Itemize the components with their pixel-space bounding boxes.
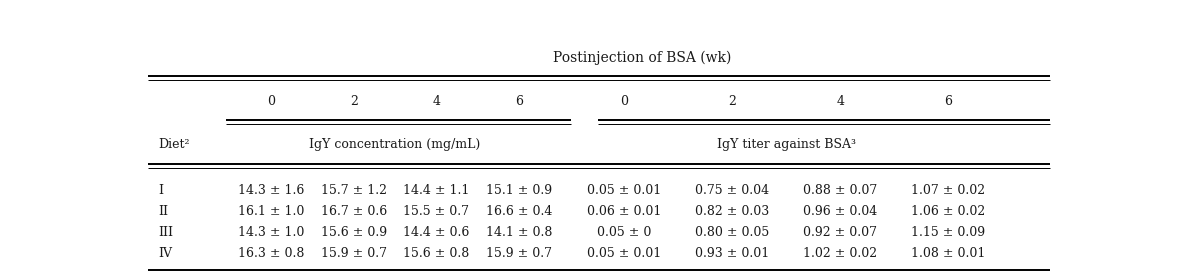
Text: Diet²: Diet² [158, 138, 190, 151]
Text: 16.3 ± 0.8: 16.3 ± 0.8 [239, 247, 305, 260]
Text: 4: 4 [433, 95, 441, 108]
Text: 0.05 ± 0: 0.05 ± 0 [597, 226, 651, 239]
Text: II: II [158, 205, 169, 218]
Text: 0.05 ± 0.01: 0.05 ± 0.01 [587, 184, 661, 197]
Text: 2: 2 [728, 95, 736, 108]
Text: 6: 6 [514, 95, 522, 108]
Text: 15.6 ± 0.9: 15.6 ± 0.9 [320, 226, 387, 239]
Text: 14.4 ± 1.1: 14.4 ± 1.1 [403, 184, 469, 197]
Text: 0: 0 [621, 95, 628, 108]
Text: 0.05 ± 0.01: 0.05 ± 0.01 [587, 247, 661, 260]
Text: 16.6 ± 0.4: 16.6 ± 0.4 [486, 205, 552, 218]
Text: 15.9 ± 0.7: 15.9 ± 0.7 [320, 247, 387, 260]
Text: 0.75 ± 0.04: 0.75 ± 0.04 [695, 184, 769, 197]
Text: 0.80 ± 0.05: 0.80 ± 0.05 [695, 226, 769, 239]
Text: IgY concentration (mg/mL): IgY concentration (mg/mL) [310, 138, 481, 151]
Text: 1.07 ± 0.02: 1.07 ± 0.02 [911, 184, 986, 197]
Text: III: III [158, 226, 174, 239]
Text: IV: IV [158, 247, 173, 260]
Text: 0.96 ± 0.04: 0.96 ± 0.04 [803, 205, 877, 218]
Text: 0: 0 [267, 95, 275, 108]
Text: I: I [158, 184, 164, 197]
Text: 15.5 ± 0.7: 15.5 ± 0.7 [403, 205, 469, 218]
Text: 14.4 ± 0.6: 14.4 ± 0.6 [403, 226, 469, 239]
Text: 14.1 ± 0.8: 14.1 ± 0.8 [486, 226, 552, 239]
Text: 16.1 ± 1.0: 16.1 ± 1.0 [239, 205, 305, 218]
Text: 1.08 ± 0.01: 1.08 ± 0.01 [911, 247, 986, 260]
Text: 0.92 ± 0.07: 0.92 ± 0.07 [804, 226, 877, 239]
Text: IgY titer against BSA³: IgY titer against BSA³ [716, 138, 856, 151]
Text: Postinjection of BSA (wk): Postinjection of BSA (wk) [553, 51, 732, 65]
Text: 14.3 ± 1.0: 14.3 ± 1.0 [239, 226, 305, 239]
Text: 0.88 ± 0.07: 0.88 ± 0.07 [803, 184, 877, 197]
Text: 14.3 ± 1.6: 14.3 ± 1.6 [239, 184, 305, 197]
Text: 16.7 ± 0.6: 16.7 ± 0.6 [320, 205, 387, 218]
Text: 6: 6 [944, 95, 953, 108]
Text: 1.06 ± 0.02: 1.06 ± 0.02 [911, 205, 986, 218]
Text: 15.9 ± 0.7: 15.9 ± 0.7 [486, 247, 552, 260]
Text: 15.1 ± 0.9: 15.1 ± 0.9 [486, 184, 552, 197]
Text: 1.15 ± 0.09: 1.15 ± 0.09 [911, 226, 986, 239]
Text: 2: 2 [350, 95, 358, 108]
Text: 0.93 ± 0.01: 0.93 ± 0.01 [695, 247, 769, 260]
Text: 1.02 ± 0.02: 1.02 ± 0.02 [804, 247, 877, 260]
Text: 0.82 ± 0.03: 0.82 ± 0.03 [695, 205, 769, 218]
Text: 4: 4 [837, 95, 844, 108]
Text: 15.7 ± 1.2: 15.7 ± 1.2 [320, 184, 387, 197]
Text: 15.6 ± 0.8: 15.6 ± 0.8 [403, 247, 469, 260]
Text: 0.06 ± 0.01: 0.06 ± 0.01 [587, 205, 661, 218]
